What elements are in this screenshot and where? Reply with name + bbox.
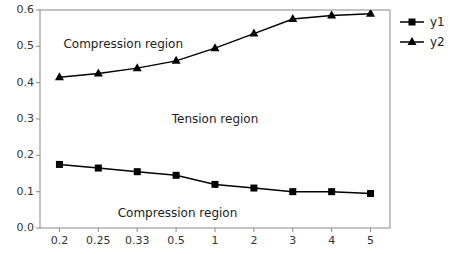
x-tick-label: 1 — [212, 234, 219, 247]
y-tick-label: 0.1 — [17, 185, 35, 198]
y-tick — [36, 191, 40, 192]
y-tick-label: 0.2 — [17, 148, 35, 161]
data-point — [249, 29, 258, 37]
y-tick — [36, 119, 40, 120]
y-tick-label: 0.4 — [17, 76, 35, 89]
x-tick — [370, 228, 371, 232]
data-point — [56, 161, 63, 168]
x-tick-label: 0.2 — [51, 234, 69, 247]
x-tick-label: 0.5 — [167, 234, 185, 247]
legend-marker — [409, 19, 416, 26]
x-tick — [215, 228, 216, 232]
series-line — [59, 164, 370, 193]
data-point — [172, 56, 181, 64]
legend-label: y2 — [430, 35, 445, 49]
x-tick-label: 4 — [328, 234, 335, 247]
y-tick — [36, 155, 40, 156]
data-point — [94, 69, 103, 77]
y-tick — [36, 46, 40, 47]
y-tick — [36, 82, 40, 83]
data-point — [327, 10, 336, 18]
x-tick — [292, 228, 293, 232]
x-tick — [137, 228, 138, 232]
chart: 0.0 0.1 0.2 0.3 0.4 0.5 0.6 0.2 0.25 0.33 0.5 1 2 3 4 5… — [0, 0, 474, 254]
data-point — [211, 43, 220, 51]
x-tick-label: 0.25 — [86, 234, 111, 247]
data-point — [212, 181, 219, 188]
data-point — [289, 188, 296, 195]
data-point — [55, 72, 64, 80]
x-tick-label: 5 — [367, 234, 374, 247]
x-tick-label: 2 — [250, 234, 257, 247]
x-tick — [176, 228, 177, 232]
x-tick — [59, 228, 60, 232]
data-point — [134, 168, 141, 175]
data-point — [95, 165, 102, 172]
data-point — [367, 190, 374, 197]
y-tick-label: 0.6 — [17, 3, 35, 16]
legend: y1y2 — [400, 15, 445, 49]
data-point — [328, 188, 335, 195]
y-tick-label: 0.0 — [17, 221, 35, 234]
y-tick — [36, 228, 40, 229]
x-tick — [331, 228, 332, 232]
series-line — [59, 14, 370, 78]
plot-frame — [40, 10, 390, 228]
data-point — [250, 185, 257, 192]
data-point — [133, 63, 142, 71]
data-point — [366, 10, 375, 17]
legend-label: y1 — [430, 15, 445, 29]
data-point — [288, 14, 297, 22]
data-point — [173, 172, 180, 179]
plot-data — [55, 10, 375, 197]
y-tick — [36, 10, 40, 11]
x-tick-label: 0.33 — [125, 234, 150, 247]
x-tick-label: 3 — [289, 234, 296, 247]
legend-marker — [408, 37, 417, 45]
y-tick-label: 0.5 — [17, 39, 35, 52]
y-tick-label: 0.3 — [17, 112, 35, 125]
x-tick — [253, 228, 254, 232]
x-tick — [98, 228, 99, 232]
annotation: Compression region — [63, 37, 183, 51]
annotation: Compression region — [118, 206, 238, 220]
annotation: Tension region — [171, 112, 259, 126]
